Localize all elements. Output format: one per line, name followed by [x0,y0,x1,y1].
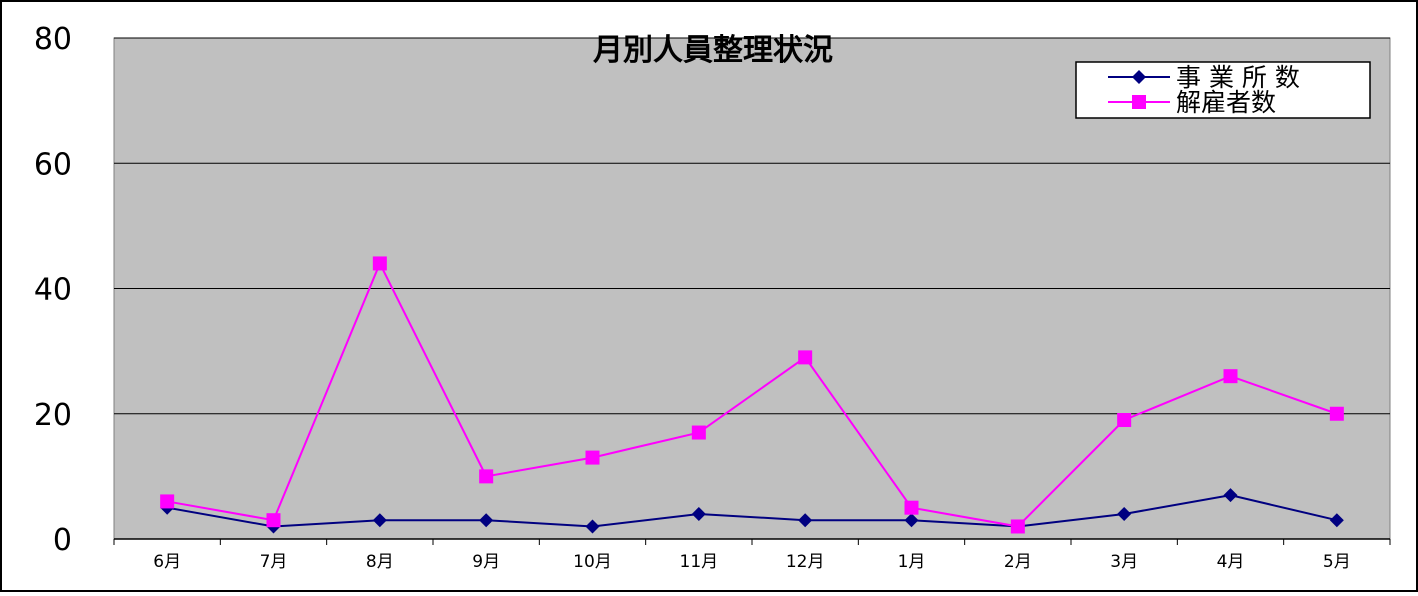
legend-label: 解雇者数 [1176,88,1276,117]
x-axis-tick-labels: 6月 7月 8月 9月 10月 11月 12月 1月 2月 3月 4月 5月 [153,552,1350,572]
data-point [479,469,494,484]
x-tick-label: 5月 [1323,552,1351,572]
data-point [585,450,600,465]
data-point [904,513,919,528]
data-point [585,519,600,534]
series-2 [160,256,1344,534]
series-layer [160,256,1344,534]
data-point [1329,513,1344,528]
legend-entry: 解雇者数 [1108,88,1276,117]
gridlines [114,37,1390,415]
x-tick-label: 12月 [786,552,825,572]
series-line [166,494,1338,528]
chart-title: 月別人員整理状況 [593,33,833,68]
data-point [798,513,813,528]
data-point [1117,506,1132,521]
y-axis-tick-labels: 0 20 40 60 80 [34,22,72,558]
x-tick-label: 11月 [680,552,719,572]
data-point [904,500,919,515]
legend-label: 事 業 所 数 [1176,63,1300,92]
x-tick-label: 8月 [366,552,394,572]
data-point [266,513,281,528]
legend-marker [1132,70,1146,84]
x-tick-label: 9月 [472,552,500,572]
data-point [372,256,387,271]
y-tick-label: 80 [34,22,72,57]
data-point [691,506,706,521]
x-tick-label: 4月 [1217,552,1245,572]
x-tick-label: 1月 [898,552,926,572]
data-point [1329,406,1344,421]
series-1 [160,488,1344,534]
data-point [1010,519,1025,534]
y-tick-label: 40 [34,273,72,308]
legend-box [1075,61,1371,119]
data-point [1117,413,1132,428]
data-point [1223,369,1238,384]
data-point [691,425,706,440]
y-tick-label: 0 [53,523,72,558]
x-tick-label: 7月 [260,552,288,572]
data-point [372,513,387,528]
data-point [479,513,494,528]
legend-marker [1132,95,1146,109]
x-tick-label: 6月 [153,552,181,572]
x-tick-label: 3月 [1110,552,1138,572]
data-point [1223,488,1238,503]
y-tick-label: 20 [34,398,72,433]
legend-entry: 事 業 所 数 [1108,63,1300,92]
x-tick-label: 2月 [1004,552,1032,572]
x-tick-label: 10月 [573,552,612,572]
x-axis-ticks [113,538,1391,545]
data-point [798,350,813,365]
y-tick-label: 60 [34,147,72,182]
series-line [166,261,1338,528]
data-point [160,494,175,509]
